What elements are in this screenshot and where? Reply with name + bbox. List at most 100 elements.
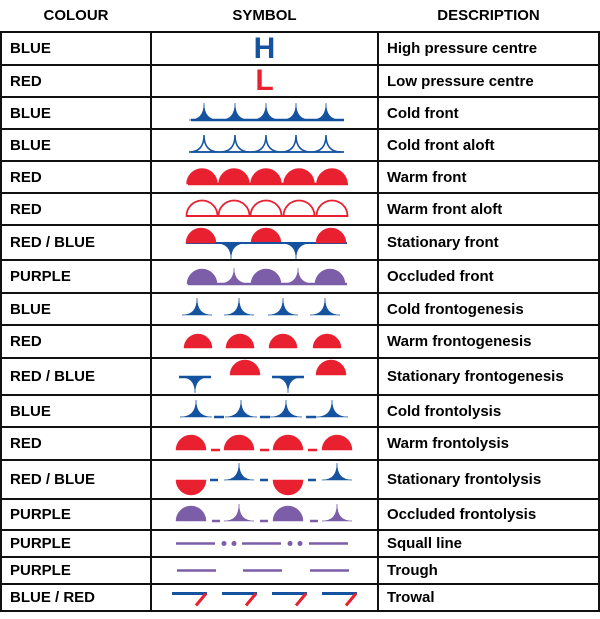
table-row: RED L Low pressure centre bbox=[0, 64, 600, 98]
stationary-frontogenesis-icon bbox=[179, 359, 347, 394]
cusp-mark bbox=[315, 399, 349, 418]
warm-frontolysis-icon bbox=[175, 434, 353, 452]
table-row: RED / BLUE Stationary frontolysis bbox=[0, 459, 600, 500]
description-cell: Trough bbox=[377, 556, 600, 585]
cold-frontogenesis-icon bbox=[181, 297, 341, 316]
table-row: PURPLE Trough bbox=[0, 556, 600, 585]
cusp-mark bbox=[267, 297, 299, 316]
warm-front-icon bbox=[186, 168, 348, 186]
semicircle-mark bbox=[272, 505, 304, 522]
header-row: COLOUR SYMBOL DESCRIPTION bbox=[1, 0, 599, 33]
symbol-cell bbox=[150, 224, 379, 261]
table-row: RED Warm frontogenesis bbox=[0, 324, 600, 359]
cusp-mark bbox=[219, 134, 251, 153]
trowal-hook-mark bbox=[294, 592, 308, 607]
trowal-hook-mark bbox=[244, 592, 258, 607]
semicircle-mark bbox=[316, 168, 348, 185]
cusp-mark bbox=[310, 134, 342, 153]
symbol-cell bbox=[150, 459, 379, 500]
semicircle-mark bbox=[183, 333, 213, 349]
semicircle-mark bbox=[225, 333, 255, 349]
colour-cell: PURPLE bbox=[0, 556, 152, 585]
cold-front-aloft-icon bbox=[188, 134, 344, 153]
warm-frontogenesis-icon bbox=[183, 333, 342, 349]
semicircle-mark bbox=[268, 333, 298, 349]
semicircle-mark bbox=[249, 199, 283, 217]
cusp-mark bbox=[321, 462, 353, 481]
table-row: BLUE / RED Trowal bbox=[0, 583, 600, 612]
description-cell: Warm front bbox=[377, 160, 600, 194]
colour-cell: PURPLE bbox=[0, 529, 152, 558]
table-row: RED Warm frontolysis bbox=[0, 426, 600, 461]
description-cell: Cold front bbox=[377, 96, 600, 130]
description-cell: Stationary front bbox=[377, 224, 600, 261]
cusp-mark bbox=[214, 242, 248, 259]
colour-cell: BLUE bbox=[0, 292, 152, 326]
table-row: PURPLE Squall line bbox=[0, 529, 600, 558]
semicircle-mark bbox=[272, 434, 304, 451]
symbol-cell bbox=[150, 292, 379, 326]
cusp-mark bbox=[321, 503, 353, 522]
dot-mark bbox=[231, 541, 237, 546]
semicircle-mark bbox=[185, 199, 219, 217]
cusp-mark bbox=[279, 242, 313, 259]
description-cell: Trowal bbox=[377, 583, 600, 612]
symbol-cell bbox=[150, 498, 379, 531]
semicircle-mark bbox=[217, 199, 251, 217]
semicircle-mark bbox=[314, 268, 346, 285]
colour-cell: RED bbox=[0, 324, 152, 359]
semicircle-mark bbox=[250, 227, 282, 244]
cold-front-icon bbox=[188, 102, 344, 122]
semicircle-mark bbox=[312, 333, 342, 349]
symbol-cell bbox=[150, 259, 379, 294]
colour-cell: BLUE bbox=[0, 394, 152, 428]
description-cell: Cold front aloft bbox=[377, 128, 600, 162]
trough-icon bbox=[177, 569, 349, 572]
table-row: PURPLE Occluded front bbox=[0, 259, 600, 294]
header-colour: COLOUR bbox=[1, 0, 151, 33]
symbol-cell bbox=[150, 426, 379, 461]
symbol-cell bbox=[150, 556, 379, 585]
warm-front-aloft-icon bbox=[185, 199, 349, 217]
semicircle-mark bbox=[229, 359, 261, 376]
semicircle-mark bbox=[315, 227, 347, 244]
cusp-mark bbox=[223, 297, 255, 316]
table-row: RED / BLUE Stationary front bbox=[0, 224, 600, 261]
colour-cell: PURPLE bbox=[0, 498, 152, 531]
table-row: BLUE Cold front aloft bbox=[0, 128, 600, 162]
table-row: BLUE Cold frontogenesis bbox=[0, 292, 600, 326]
semicircle-mark bbox=[272, 479, 304, 496]
description-cell: Cold frontogenesis bbox=[377, 292, 600, 326]
colour-cell: RED / BLUE bbox=[0, 224, 152, 261]
semicircle-mark bbox=[186, 168, 218, 185]
high-pressure-letter-icon: H bbox=[253, 31, 276, 65]
cusp-mark bbox=[280, 267, 316, 285]
cusp-mark bbox=[280, 134, 312, 153]
semicircle-mark bbox=[315, 359, 347, 376]
symbol-cell: H bbox=[150, 31, 379, 66]
description-cell: Warm front aloft bbox=[377, 192, 600, 226]
semicircle-mark bbox=[223, 434, 255, 451]
description-cell: High pressure centre bbox=[377, 31, 600, 66]
symbol-cell bbox=[150, 192, 379, 226]
cusp-mark bbox=[224, 399, 258, 418]
cusp-mark bbox=[223, 503, 255, 522]
description-cell: Low pressure centre bbox=[377, 64, 600, 98]
colour-cell: RED / BLUE bbox=[0, 357, 152, 396]
description-cell: Cold frontolysis bbox=[377, 394, 600, 428]
cusp-mark bbox=[179, 376, 211, 394]
table-row: BLUE Cold frontolysis bbox=[0, 394, 600, 428]
dot-mark bbox=[297, 541, 303, 546]
table-row: RED / BLUE Stationary frontogenesis bbox=[0, 357, 600, 396]
cusp-mark bbox=[188, 102, 220, 121]
table-row: BLUE Cold front bbox=[0, 96, 600, 130]
cusp-mark bbox=[219, 102, 251, 121]
description-cell: Stationary frontolysis bbox=[377, 459, 600, 500]
table-row: RED Warm front bbox=[0, 160, 600, 194]
colour-cell: BLUE bbox=[0, 128, 152, 162]
semicircle-mark bbox=[218, 168, 250, 185]
colour-cell: RED / BLUE bbox=[0, 459, 152, 500]
symbol-cell bbox=[150, 160, 379, 194]
colour-cell: RED bbox=[0, 64, 152, 98]
semicircle-mark bbox=[315, 199, 349, 217]
